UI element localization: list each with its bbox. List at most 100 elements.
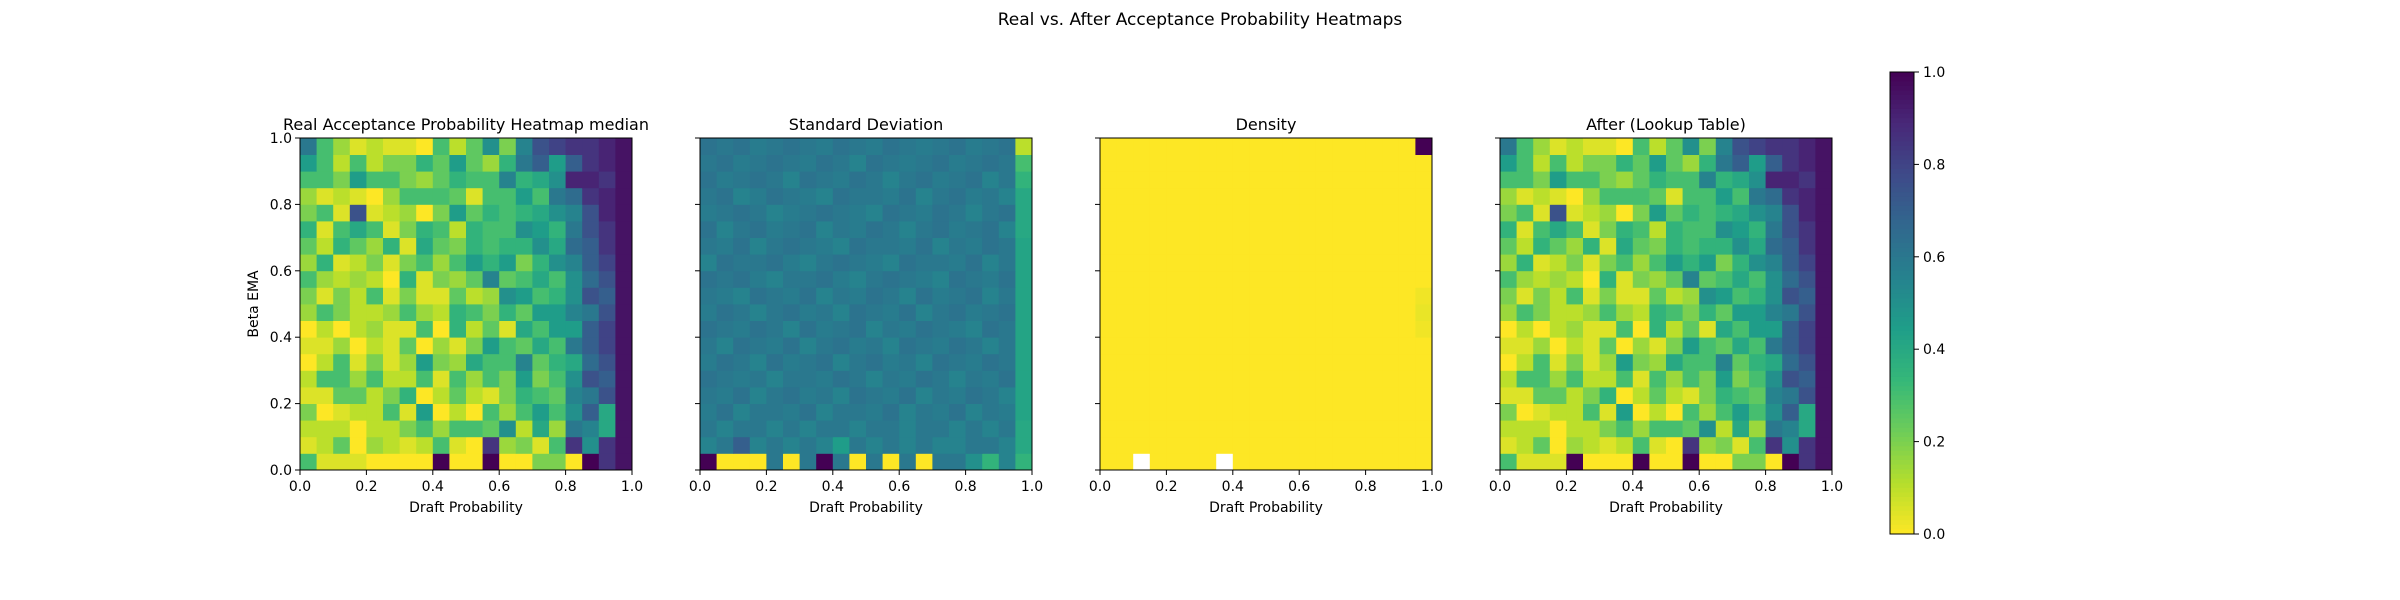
heatmap-cell <box>316 403 334 421</box>
heatmap-cell <box>316 453 334 471</box>
heatmap-cell <box>1765 337 1783 355</box>
heatmap-cell <box>716 154 734 172</box>
heatmap-cell <box>849 204 867 222</box>
heatmap-cell <box>749 353 767 371</box>
heatmap-cell <box>300 187 317 205</box>
heatmap-cell <box>716 221 734 238</box>
heatmap-cell <box>716 171 734 189</box>
heatmap-cell <box>1583 436 1600 454</box>
colorbar-segment <box>1890 469 1914 475</box>
heatmap-cell <box>949 221 966 238</box>
heatmap-cell <box>1398 320 1416 338</box>
heatmap-cell <box>1632 187 1650 205</box>
heatmap-cell <box>849 453 867 471</box>
heatmap-cell <box>1798 370 1816 388</box>
heatmap-cell <box>716 337 734 355</box>
heatmap-cell <box>316 370 334 388</box>
heatmap-cell <box>1782 204 1800 222</box>
heatmap-cell <box>799 453 817 471</box>
heatmap-cell <box>1100 337 1117 355</box>
heatmap-cell <box>799 138 817 155</box>
heatmap-cell <box>466 171 483 189</box>
heatmap-cell <box>615 453 633 471</box>
heatmap-cell <box>1398 353 1416 371</box>
heatmap-cell <box>716 403 734 421</box>
heatmap-cell <box>866 436 883 454</box>
heatmap-cell <box>499 337 517 355</box>
heatmap-cell <box>816 254 834 272</box>
heatmap-cell <box>799 304 817 321</box>
heatmap-cell <box>482 171 500 189</box>
heatmap-cell <box>832 320 850 338</box>
heatmap-cell <box>1315 320 1333 338</box>
heatmap-cell <box>1232 270 1250 288</box>
heatmap-cell <box>482 204 500 222</box>
heatmap-cell <box>1782 237 1800 255</box>
heatmap-cell <box>399 287 417 305</box>
heatmap-cell <box>366 204 384 222</box>
heatmap-cell <box>499 420 517 438</box>
heatmap-cell <box>1415 204 1433 222</box>
heatmap-cell <box>998 353 1016 371</box>
heatmap-cell <box>383 320 400 338</box>
colorbar-segment <box>1890 256 1914 262</box>
heatmap-cell <box>582 254 600 272</box>
heatmap-cell <box>700 403 717 421</box>
heatmap-cell <box>783 337 800 355</box>
heatmap-cell <box>449 337 467 355</box>
heatmap-cell <box>1533 420 1551 438</box>
colorbar-segment <box>1890 196 1914 202</box>
heatmap-cell <box>1249 221 1267 238</box>
heatmap-cell <box>1632 138 1650 155</box>
heatmap-cell <box>1299 370 1317 388</box>
heatmap-cell <box>1632 270 1650 288</box>
heatmap-cell <box>816 237 834 255</box>
heatmap-cell <box>1549 387 1567 404</box>
heatmap-cell <box>1315 138 1333 155</box>
heatmap-cell <box>882 387 900 404</box>
heatmap-cell <box>783 154 800 172</box>
colorbar-segment <box>1890 219 1914 225</box>
heatmap-cell <box>849 237 867 255</box>
heatmap-cell <box>532 387 550 404</box>
heatmap-cell <box>882 304 900 321</box>
heatmap-cell <box>532 453 550 471</box>
heatmap-cell <box>749 270 767 288</box>
heatmap-cell <box>1282 187 1300 205</box>
heatmap-cell <box>749 171 767 189</box>
heatmap-cell <box>366 187 384 205</box>
colorbar-segment <box>1890 81 1914 87</box>
heatmap-cell <box>1715 387 1733 404</box>
heatmap-cell <box>1566 420 1584 438</box>
heatmap-cell <box>482 453 500 471</box>
heatmap-cell <box>1299 420 1317 438</box>
heatmap-cell <box>399 138 417 155</box>
heatmap-cell <box>1749 453 1766 471</box>
y-tick-label: 0.4 <box>270 330 292 346</box>
heatmap-cell <box>700 370 717 388</box>
heatmap-cell <box>1249 436 1267 454</box>
colorbar-segment <box>1890 298 1914 304</box>
heatmap-cell <box>1666 370 1683 388</box>
colorbar-segment <box>1890 418 1914 424</box>
heatmap-cell <box>1332 370 1350 388</box>
heatmap-cell <box>416 436 434 454</box>
heatmap-cell <box>816 387 834 404</box>
heatmap-cell <box>1133 154 1151 172</box>
heatmap-cell <box>1632 387 1650 404</box>
heatmap-cell <box>965 370 983 388</box>
heatmap-cell <box>1749 154 1766 172</box>
heatmap-cell <box>1116 353 1134 371</box>
heatmap-cell <box>1365 403 1383 421</box>
heatmap-cell <box>1332 270 1350 288</box>
heatmap-cell <box>915 138 933 155</box>
heatmap-cell <box>1782 154 1800 172</box>
heatmap-panels: Real Acceptance Probability Heatmap medi… <box>246 115 1843 516</box>
heatmap-cell <box>1500 453 1517 471</box>
heatmap-cell <box>1599 187 1617 205</box>
heatmap-cell <box>1533 237 1551 255</box>
heatmap-cell <box>1365 287 1383 305</box>
heatmap-cell <box>1749 221 1766 238</box>
heatmap-cell <box>1533 436 1551 454</box>
heatmap-cell <box>1149 420 1167 438</box>
